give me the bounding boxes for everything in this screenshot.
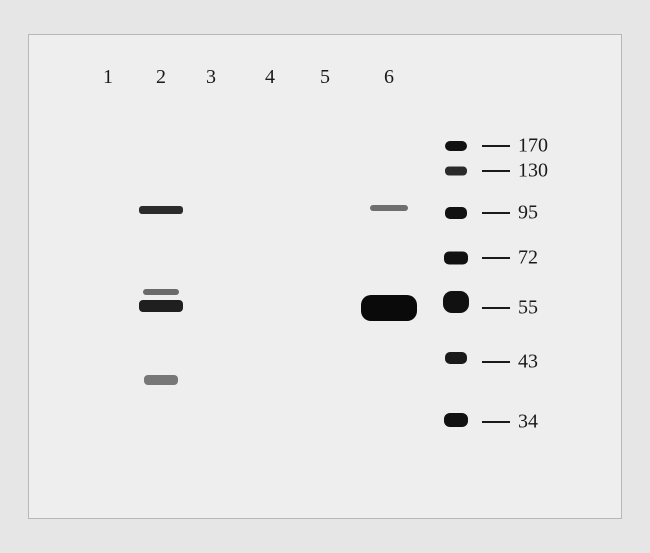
marker-label-55: 55 (518, 297, 538, 320)
lane-label-6: 6 (384, 66, 394, 89)
band-ladder-6 (444, 413, 468, 427)
marker-label-43: 43 (518, 351, 538, 374)
band-ladder-4 (443, 291, 469, 313)
band-ladder-5 (445, 352, 467, 364)
marker-tick-95 (482, 212, 510, 214)
band-lane2-0 (139, 206, 183, 214)
band-lane2-3 (144, 375, 178, 385)
marker-label-72: 72 (518, 247, 538, 270)
marker-tick-55 (482, 307, 510, 309)
lane-label-2: 2 (156, 66, 166, 89)
marker-label-170: 170 (518, 135, 548, 158)
marker-tick-34 (482, 421, 510, 423)
lane-label-3: 3 (206, 66, 216, 89)
band-lane2-1 (139, 300, 183, 312)
blot-frame (28, 34, 622, 519)
band-ladder-1 (445, 167, 467, 176)
marker-tick-43 (482, 361, 510, 363)
band-ladder-2 (445, 207, 467, 219)
band-lane6-5 (361, 295, 417, 321)
lane-label-1: 1 (103, 66, 113, 89)
lane-label-4: 4 (265, 66, 275, 89)
marker-tick-72 (482, 257, 510, 259)
band-lane6-4 (370, 205, 408, 211)
band-lane2-2 (143, 289, 179, 295)
marker-label-130: 130 (518, 160, 548, 183)
lane-label-5: 5 (320, 66, 330, 89)
marker-label-95: 95 (518, 202, 538, 225)
marker-tick-130 (482, 170, 510, 172)
band-ladder-3 (444, 252, 468, 265)
marker-tick-170 (482, 145, 510, 147)
marker-label-34: 34 (518, 411, 538, 434)
band-ladder-0 (445, 141, 467, 151)
